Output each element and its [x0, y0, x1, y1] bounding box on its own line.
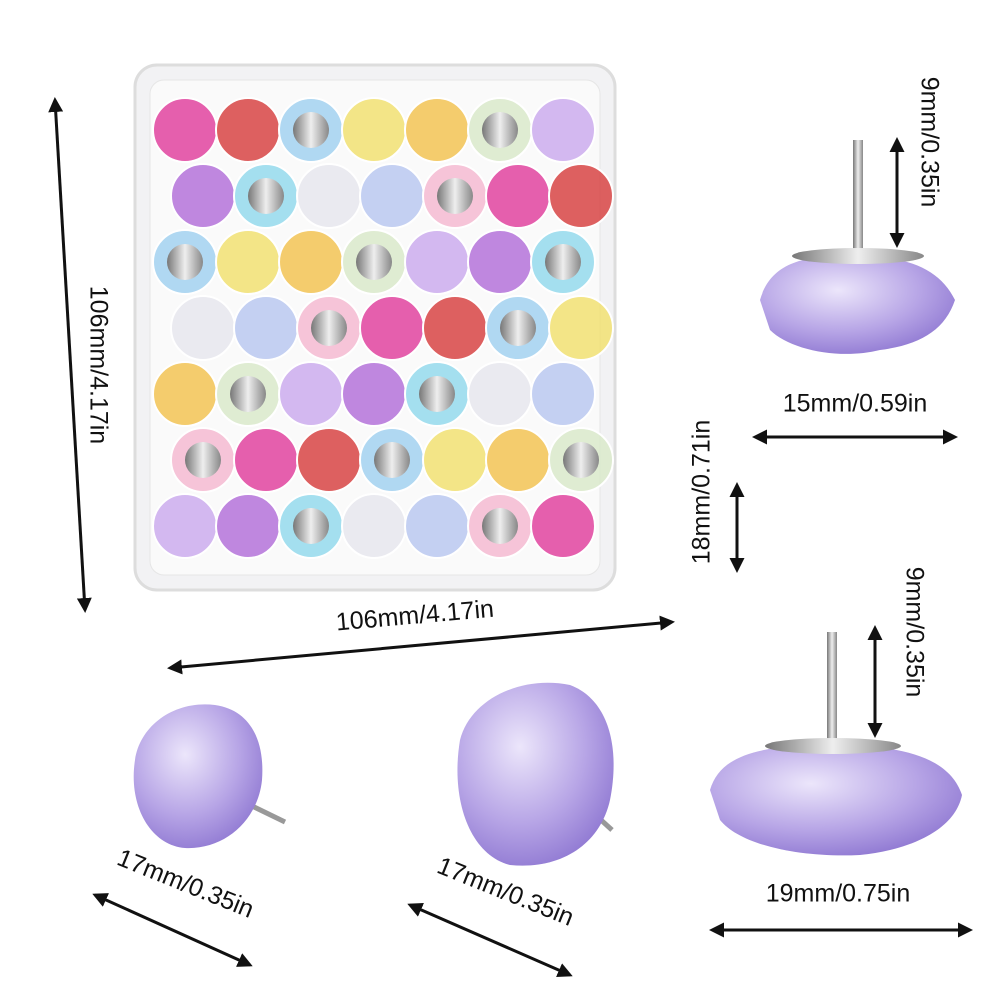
dimension-arrow — [92, 893, 253, 967]
pin — [215, 493, 281, 559]
pin — [152, 493, 218, 559]
pin — [152, 361, 218, 427]
dimension-label: 15mm/0.59in — [783, 390, 928, 418]
pin-head — [482, 508, 518, 544]
pin — [422, 295, 488, 361]
dimension-arrow — [48, 97, 92, 613]
pin — [341, 97, 407, 163]
pin — [530, 493, 596, 559]
pin-head — [293, 508, 329, 544]
dimension-label: 9mm/0.35in — [915, 77, 943, 208]
pin — [296, 427, 362, 493]
pin-head — [437, 178, 473, 214]
pin — [548, 163, 614, 229]
pin-head — [482, 112, 518, 148]
pin — [485, 163, 551, 229]
dimension-arrow — [167, 615, 675, 675]
pin — [422, 427, 488, 493]
pin-side-view-large — [710, 632, 962, 856]
dimension-label: 19mm/0.75in — [766, 880, 911, 908]
pin-angle-view — [133, 704, 287, 849]
pin — [467, 229, 533, 295]
pins-in-box — [152, 97, 614, 559]
pin — [359, 295, 425, 361]
pin — [404, 97, 470, 163]
dimension-label: 18mm/0.71in — [688, 420, 716, 565]
pin — [233, 295, 299, 361]
pin — [233, 427, 299, 493]
pin — [170, 295, 236, 361]
pin — [278, 229, 344, 295]
pin — [170, 163, 236, 229]
pin-head — [500, 310, 536, 346]
pin — [359, 163, 425, 229]
pin — [548, 295, 614, 361]
pin-head — [185, 442, 221, 478]
dimension-label: 17mm/0.35in — [433, 852, 577, 932]
pin-head — [230, 376, 266, 412]
pin-head — [419, 376, 455, 412]
pin-head — [563, 442, 599, 478]
pin-head — [356, 244, 392, 280]
dimension-label: 9mm/0.35in — [900, 567, 928, 698]
pin-head — [167, 244, 203, 280]
pin — [530, 361, 596, 427]
pin-head — [311, 310, 347, 346]
pin-head — [374, 442, 410, 478]
dimension-label: 106mm/4.17in — [84, 286, 112, 444]
pin — [341, 361, 407, 427]
pin — [278, 361, 344, 427]
pin-head — [248, 178, 284, 214]
pin — [152, 97, 218, 163]
pin-side-view — [760, 140, 955, 354]
pin — [404, 493, 470, 559]
pin — [215, 229, 281, 295]
dimension-arrow — [407, 902, 573, 978]
dimension-label: 106mm/4.17in — [335, 595, 495, 637]
pin-head — [293, 112, 329, 148]
pin — [341, 493, 407, 559]
pin — [215, 97, 281, 163]
pin-head — [545, 244, 581, 280]
pin — [530, 97, 596, 163]
pin — [404, 229, 470, 295]
pin-front-view — [457, 682, 614, 866]
pin — [467, 361, 533, 427]
pin — [485, 427, 551, 493]
pin — [296, 163, 362, 229]
